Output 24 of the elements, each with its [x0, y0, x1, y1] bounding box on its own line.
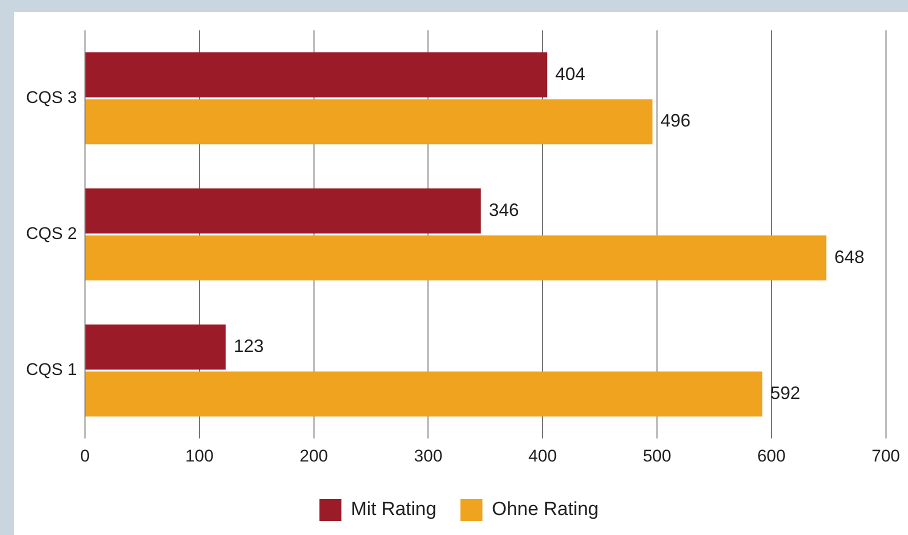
- bar: [86, 324, 226, 370]
- legend-label: Ohne Rating: [492, 499, 599, 520]
- data-label: 648: [834, 246, 864, 267]
- legend-label: Mit Rating: [350, 499, 436, 520]
- y-tick-label: CQS 1: [26, 360, 78, 380]
- y-tick-label: CQS 3: [26, 88, 78, 107]
- y-tick-label: CQS 2: [26, 224, 78, 244]
- bar: [86, 188, 481, 234]
- bar: [86, 371, 762, 417]
- x-tick-label: 400: [528, 446, 557, 466]
- x-tick-label: 0: [80, 446, 90, 466]
- x-tick-label: 600: [757, 446, 786, 466]
- x-tick-label: 100: [185, 446, 214, 466]
- x-tick-label: 300: [414, 446, 442, 466]
- x-tick-label: 200: [300, 446, 328, 466]
- data-label: 123: [234, 336, 264, 356]
- x-tick-label: 500: [642, 446, 672, 466]
- x-tick-label: 700: [872, 446, 900, 466]
- data-label: 404: [555, 64, 586, 84]
- bar: [86, 235, 826, 280]
- data-label: 496: [660, 110, 690, 131]
- bar: [86, 99, 652, 144]
- data-label: 346: [488, 200, 519, 220]
- bar: [86, 52, 548, 98]
